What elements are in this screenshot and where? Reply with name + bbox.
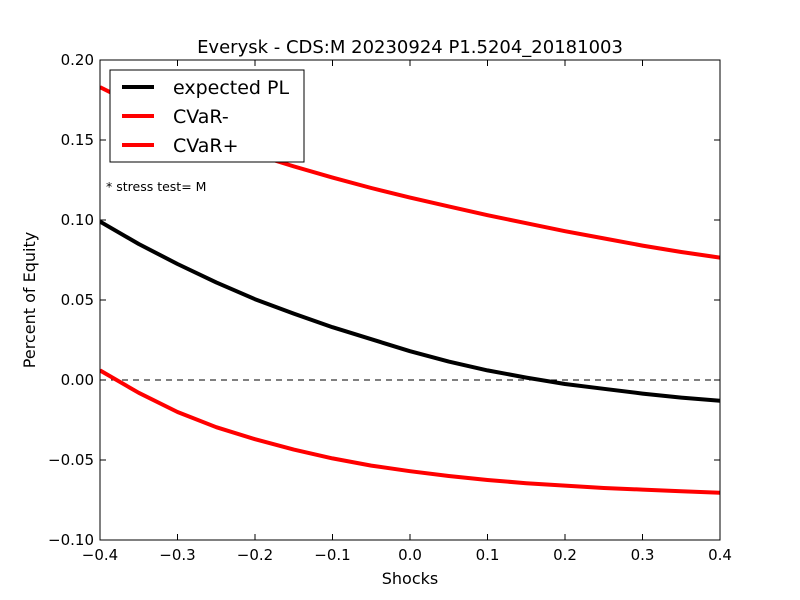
x-axis-label: Shocks <box>382 569 438 588</box>
y-tick-label: 0.10 <box>61 211 94 229</box>
x-tick-label: 0.2 <box>553 546 577 564</box>
y-tick-label: 0.00 <box>61 371 94 389</box>
y-tick-label: −0.10 <box>48 531 94 549</box>
x-tick-label: 0.1 <box>476 546 500 564</box>
legend-entry: expected PL <box>173 77 289 99</box>
x-tick-label: 0.4 <box>708 546 732 564</box>
y-tick-label: 0.20 <box>61 51 94 69</box>
stress-test-annotation: * stress test= M <box>106 179 206 194</box>
legend-entry: CVaR+ <box>173 135 239 157</box>
y-tick-label: −0.05 <box>48 451 94 469</box>
ticks-layer: −0.4 −0.3 −0.2 −0.1 0.0 0.1 0.2 0.3 0.4 −0.10 −0.0… <box>48 51 732 564</box>
legend-entry: CVaR- <box>173 106 229 128</box>
x-tick-label: −0.4 <box>82 546 118 564</box>
x-tick-label: −0.1 <box>314 546 350 564</box>
y-tick-label: 0.15 <box>61 131 94 149</box>
series-line-expected-pl <box>100 219 720 403</box>
x-tick-label: −0.2 <box>237 546 273 564</box>
series-line-cvarminus <box>100 368 720 495</box>
x-tick-label: 0.0 <box>398 546 422 564</box>
x-tick-label: −0.3 <box>159 546 195 564</box>
x-tick-label: 0.3 <box>631 546 655 564</box>
legend: expected PL CVaR- CVaR+ <box>109 69 305 163</box>
chart-title: Everysk - CDS:M 20230924 P1.5204_2018100… <box>197 37 623 58</box>
y-tick-label: 0.05 <box>61 291 94 309</box>
y-axis-label: Percent of Equity <box>20 232 39 368</box>
